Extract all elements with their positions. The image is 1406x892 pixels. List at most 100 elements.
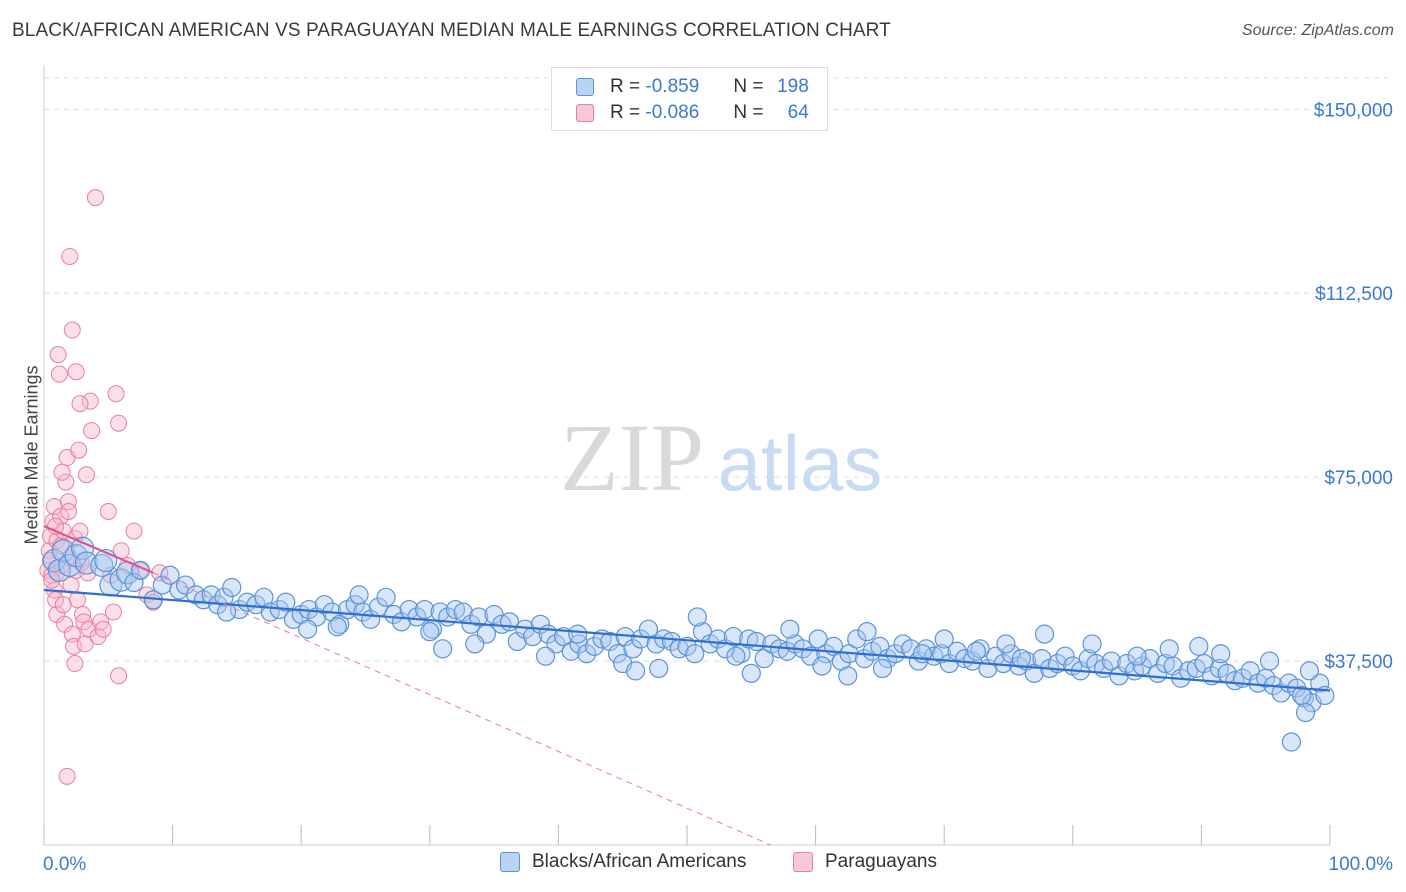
watermark-zip: ZIP	[560, 404, 704, 511]
data-point-blacks	[1299, 661, 1320, 681]
data-point-blacks	[726, 646, 746, 666]
data-point-blacks	[1082, 634, 1102, 654]
x-tick-label: 0.0%	[43, 854, 86, 875]
data-point-blacks	[1211, 644, 1231, 664]
data-point-blacks	[677, 636, 697, 656]
data-point-blacks	[939, 653, 959, 674]
y-tick-label: $112,500	[1315, 284, 1393, 305]
data-point-blacks	[327, 617, 347, 637]
data-point-blacks	[222, 577, 242, 598]
r-label: R =	[610, 102, 641, 123]
data-point-paraguayans	[59, 502, 77, 520]
data-point-blacks	[1271, 683, 1291, 703]
data-point-blacks	[816, 644, 836, 664]
data-point-paraguayans	[83, 422, 101, 440]
data-point-paraguayans	[67, 363, 85, 381]
trend-lines	[43, 525, 1331, 846]
paraguayans-series	[39, 189, 169, 785]
data-point-paraguayans	[61, 247, 79, 265]
data-point-blacks	[535, 646, 556, 666]
data-point-paraguayans	[50, 365, 68, 383]
watermark-atlas: atlas	[718, 419, 883, 507]
legend-label: Blacks/African Americans	[532, 851, 747, 872]
data-point-blacks	[838, 666, 858, 686]
data-point-blacks	[754, 649, 774, 669]
data-point-blacks	[1310, 673, 1330, 693]
legend-item-paraguayans[interactable]: Paraguayans	[793, 851, 937, 873]
blue-swatch	[500, 852, 520, 872]
y-tick-label: $75,000	[1324, 468, 1393, 489]
data-point-paraguayans	[81, 392, 99, 410]
data-point-blacks	[584, 636, 605, 656]
data-point-blacks	[577, 644, 597, 664]
data-point-paraguayans	[49, 346, 67, 364]
data-point-blacks	[1225, 671, 1245, 691]
data-point-paraguayans	[68, 591, 86, 609]
data-point-blacks	[966, 641, 986, 661]
chart-title: BLACK/AFRICAN AMERICAN VS PARAGUAYAN MED…	[12, 20, 891, 41]
data-point-blacks	[561, 641, 581, 661]
data-point-blacks	[741, 663, 761, 683]
data-point-blacks	[1024, 663, 1044, 683]
data-point-blacks	[780, 619, 800, 639]
data-point-blacks	[453, 602, 473, 622]
data-point-blacks	[330, 614, 350, 634]
data-point-paraguayans	[107, 385, 125, 403]
data-point-blacks	[885, 644, 905, 664]
data-point-paraguayans	[57, 473, 75, 491]
data-point-blacks	[808, 629, 828, 649]
data-point-blacks	[1240, 661, 1260, 681]
data-point-blacks	[51, 539, 75, 563]
n-value: 198	[777, 76, 809, 97]
data-point-blacks	[739, 629, 759, 649]
pink-swatch	[793, 852, 813, 872]
data-point-blacks	[1117, 653, 1137, 674]
stats-legend: R = -0.859 N = 198 R = -0.086 N = 64	[551, 67, 828, 131]
data-point-blacks	[631, 629, 651, 649]
data-point-blacks	[812, 656, 832, 676]
data-point-blacks	[1034, 624, 1055, 644]
data-point-blacks	[175, 575, 196, 595]
data-point-paraguayans	[71, 395, 89, 413]
data-point-blacks	[1259, 651, 1280, 671]
data-point-paraguayans	[74, 605, 92, 623]
data-point-blacks	[723, 626, 743, 647]
n-label: N =	[733, 76, 764, 97]
x-tick-labels: 0.0% 100.0%	[43, 854, 1393, 875]
data-point-blacks	[1155, 653, 1175, 674]
stats-row-blacks: R = -0.859 N = 198	[576, 75, 809, 99]
n-label: N =	[733, 102, 764, 123]
grid-lines	[44, 77, 1394, 662]
pink-swatch	[576, 104, 594, 122]
data-point-paraguayans	[125, 522, 143, 540]
data-point-paraguayans	[110, 414, 128, 432]
watermark: ZIP atlas	[560, 404, 882, 511]
data-point-blacks	[415, 599, 435, 620]
data-point-blacks	[507, 631, 527, 652]
axes	[43, 65, 1331, 846]
data-point-blacks	[1101, 651, 1121, 671]
data-point-blacks	[109, 568, 133, 592]
legend-item-blacks[interactable]: Blacks/African Americans	[500, 851, 746, 873]
data-point-blacks	[568, 624, 588, 644]
r-value: -0.859	[645, 76, 700, 97]
data-point-paraguayans	[63, 625, 81, 643]
data-point-blacks	[685, 644, 705, 664]
data-point-blacks	[661, 631, 682, 652]
data-point-blacks	[469, 607, 489, 627]
data-point-blacks	[1001, 644, 1021, 664]
data-point-blacks	[384, 604, 404, 625]
data-point-blacks	[1127, 646, 1147, 666]
data-point-blacks	[625, 661, 646, 681]
data-point-blacks	[298, 619, 318, 639]
data-point-blacks	[349, 585, 369, 605]
legend-label: Paraguayans	[825, 851, 937, 872]
data-point-paraguayans	[59, 493, 77, 511]
data-point-paraguayans	[70, 441, 88, 459]
data-point-paraguayans	[110, 667, 128, 685]
data-point-blacks	[847, 629, 867, 649]
data-point-paraguayans	[104, 603, 122, 621]
data-point-blacks	[124, 573, 144, 593]
r-label: R =	[610, 76, 641, 97]
data-point-blacks	[569, 634, 589, 654]
